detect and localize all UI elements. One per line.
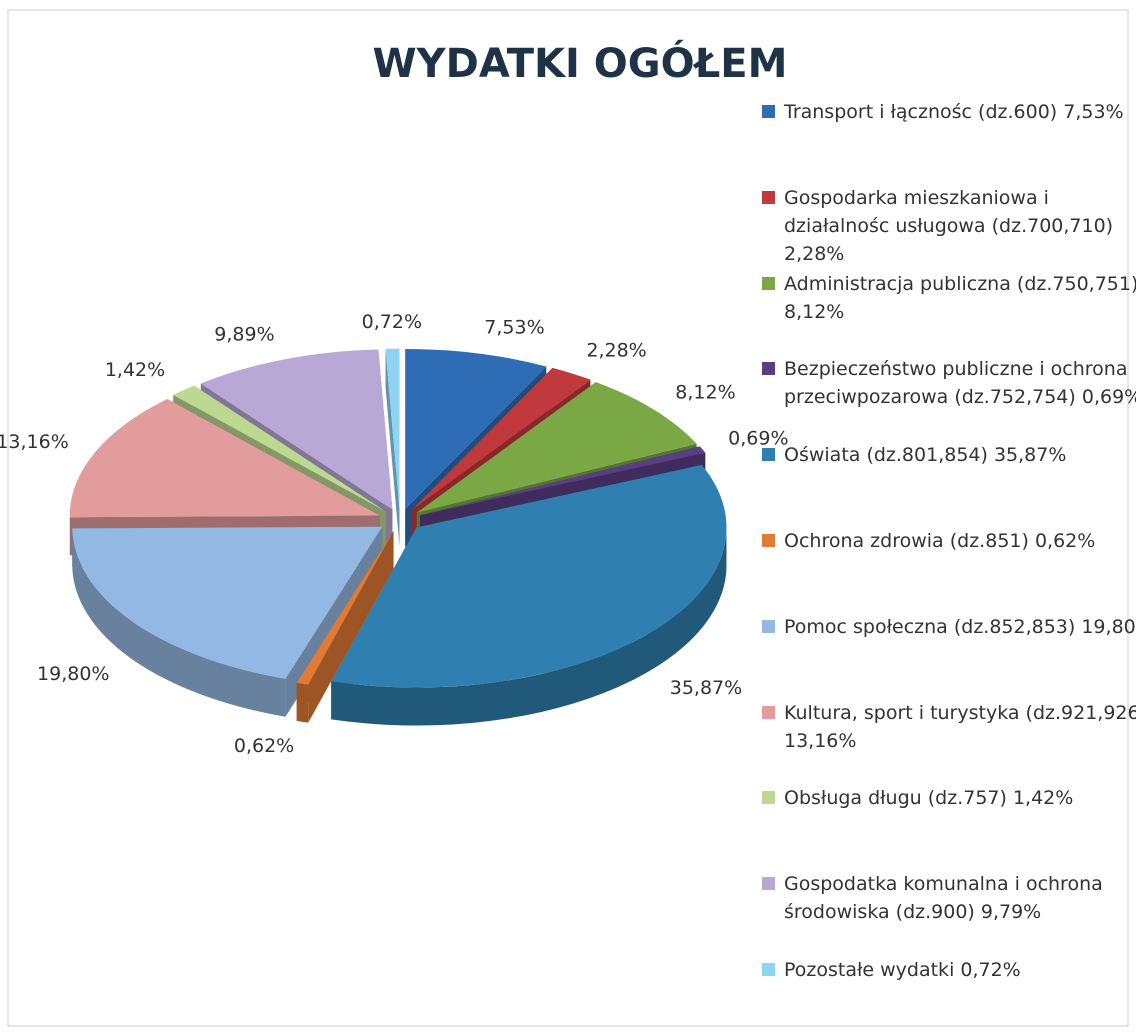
slice-wall	[331, 527, 727, 726]
legend-label: Gospodatka komunalna i ochrona środowisk…	[784, 873, 1103, 924]
slice	[296, 530, 394, 723]
slice	[331, 464, 727, 726]
slice-top	[411, 367, 591, 511]
data-label: 9,89%	[214, 323, 274, 345]
legend-swatch	[762, 105, 775, 118]
data-label: 0,72%	[362, 311, 422, 333]
data-label: 8,12%	[675, 381, 735, 403]
legend-swatch	[762, 791, 775, 805]
slice-side	[385, 348, 400, 547]
slice-top	[200, 349, 393, 510]
slice-top	[296, 530, 394, 685]
data-label: 19,80%	[37, 663, 109, 685]
legend-label: Pozostałe wydatki 0,72%	[784, 959, 1021, 981]
legend-entry: Ochrona zdrowia (dz.851) 0,62%	[762, 527, 1136, 555]
legend-label: Bezpieczeństwo publiczne i ochrona przec…	[784, 358, 1136, 409]
data-label: 7,53%	[484, 317, 544, 339]
legend-label: Kultura, sport i turystyka (dz.921,926) …	[784, 701, 1136, 752]
slice-wall	[296, 682, 309, 723]
legend-label: Transport i łącznośc (dz.600) 7,53%	[784, 101, 1124, 123]
legend-swatch	[762, 877, 775, 891]
legend-entry: Pozostałe wydatki 0,72%	[762, 956, 1136, 984]
data-label: 1,42%	[105, 359, 165, 381]
legend-entry: Gospodarka mieszkaniowa i działalnośc us…	[762, 184, 1136, 268]
chart-title: WYDATKI OGÓŁEM	[373, 39, 788, 87]
legend-label: Gospodarka mieszkaniowa i działalnośc us…	[784, 186, 1114, 265]
frame	[7, 9, 1129, 1027]
legend-entry: Kultura, sport i turystyka (dz.921,926) …	[762, 699, 1136, 755]
legend-swatch	[762, 534, 775, 547]
legend-swatch	[762, 705, 775, 719]
legend-label: Administracja publiczna (dz.750,751) 8,1…	[784, 272, 1136, 323]
data-label: 35,87%	[670, 677, 742, 699]
legend-swatch	[762, 362, 775, 376]
data-label: 2,28%	[586, 340, 646, 362]
data-label: 0,62%	[234, 735, 294, 757]
legend-entry: Gospodatka komunalna i ochrona środowisk…	[762, 870, 1136, 926]
legend-entry: Obsługa długu (dz.757) 1,42%	[762, 784, 1136, 812]
slice-top	[405, 348, 547, 509]
legend-swatch	[762, 276, 775, 290]
legend-swatch	[762, 619, 775, 633]
legend-swatch	[762, 963, 775, 976]
slice-top	[420, 446, 706, 516]
legend-entry: Oświata (dz.801,854) 35,87%	[762, 441, 1136, 469]
slice-top	[416, 382, 697, 513]
slice-top	[385, 348, 400, 509]
slice-top	[331, 464, 727, 688]
slice-top	[173, 385, 386, 512]
legend-label: Obsługa długu (dz.757) 1,42%	[784, 787, 1074, 810]
data-label: 0,69%	[728, 427, 788, 449]
slice-side	[296, 530, 394, 721]
slice-top	[69, 399, 380, 518]
legend-entry: Administracja publiczna (dz.750,751) 8,1…	[762, 270, 1136, 326]
slice	[385, 348, 400, 547]
slice-wall	[72, 528, 286, 717]
legend-label: Ochrona zdrowia (dz.851) 0,62%	[784, 530, 1096, 552]
legend-entry: Pomoc społeczna (dz.852,853) 19,80%	[762, 613, 1136, 641]
legend-entry: Bezpieczeństwo publiczne i ochrona przec…	[762, 355, 1136, 411]
data-label: 13,16%	[0, 431, 69, 453]
legend-swatch	[762, 190, 775, 204]
slice-top	[72, 526, 383, 679]
legend-entry: Transport i łącznośc (dz.600) 7,53%	[762, 98, 1136, 126]
legend-label: Pomoc społeczna (dz.852,853) 19,80%	[784, 615, 1136, 638]
legend-label: Oświata (dz.801,854) 35,87%	[784, 444, 1067, 467]
legend-swatch	[762, 448, 775, 462]
